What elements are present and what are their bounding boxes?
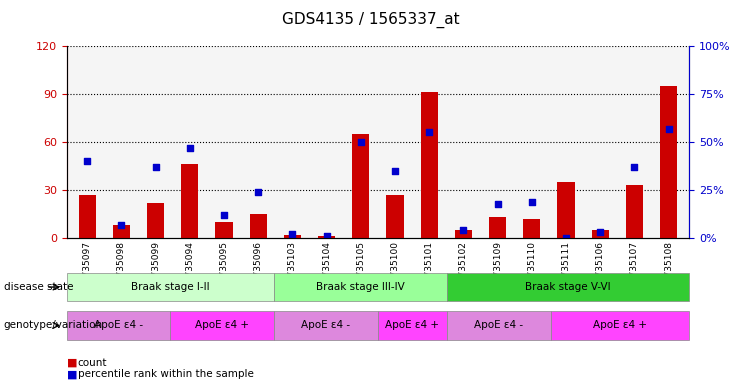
Point: [116, 222, 127, 228]
Point: [389, 168, 401, 174]
Text: Braak stage V-VI: Braak stage V-VI: [525, 282, 611, 292]
Bar: [660, 86, 677, 238]
Bar: [489, 217, 506, 238]
Text: ApoE ε4 -: ApoE ε4 -: [302, 320, 350, 331]
Bar: [387, 195, 404, 238]
Text: Braak stage I-II: Braak stage I-II: [131, 282, 210, 292]
Point: [287, 231, 299, 237]
Bar: [79, 195, 96, 238]
Point: [355, 139, 367, 145]
Point: [560, 235, 572, 241]
Text: ApoE ε4 -: ApoE ε4 -: [94, 320, 143, 331]
Bar: [455, 230, 472, 238]
Bar: [421, 93, 438, 238]
Point: [218, 212, 230, 218]
Bar: [557, 182, 574, 238]
Text: ■: ■: [67, 358, 77, 368]
Bar: [523, 219, 540, 238]
Bar: [147, 203, 165, 238]
Point: [594, 229, 606, 235]
Point: [492, 200, 504, 207]
Text: genotype/variation: genotype/variation: [4, 320, 103, 331]
Bar: [284, 235, 301, 238]
Point: [252, 189, 264, 195]
Bar: [216, 222, 233, 238]
Text: ApoE ε4 +: ApoE ε4 +: [385, 320, 439, 331]
Bar: [318, 237, 335, 238]
Text: percentile rank within the sample: percentile rank within the sample: [78, 369, 253, 379]
Point: [82, 158, 93, 164]
Bar: [352, 134, 369, 238]
Text: ApoE ε4 +: ApoE ε4 +: [593, 320, 647, 331]
Point: [526, 199, 538, 205]
Text: count: count: [78, 358, 107, 368]
Text: ApoE ε4 +: ApoE ε4 +: [196, 320, 249, 331]
Point: [321, 233, 333, 239]
Text: Braak stage III-IV: Braak stage III-IV: [316, 282, 405, 292]
Bar: [182, 164, 199, 238]
Text: disease state: disease state: [4, 282, 73, 292]
Bar: [250, 214, 267, 238]
Point: [662, 126, 674, 132]
Point: [457, 227, 469, 233]
Bar: [591, 230, 609, 238]
Text: GDS4135 / 1565337_at: GDS4135 / 1565337_at: [282, 12, 459, 28]
Text: ■: ■: [67, 369, 77, 379]
Point: [628, 164, 640, 170]
Point: [150, 164, 162, 170]
Point: [423, 129, 435, 136]
Point: [184, 145, 196, 151]
Bar: [626, 185, 643, 238]
Bar: [113, 225, 130, 238]
Text: ApoE ε4 -: ApoE ε4 -: [474, 320, 523, 331]
